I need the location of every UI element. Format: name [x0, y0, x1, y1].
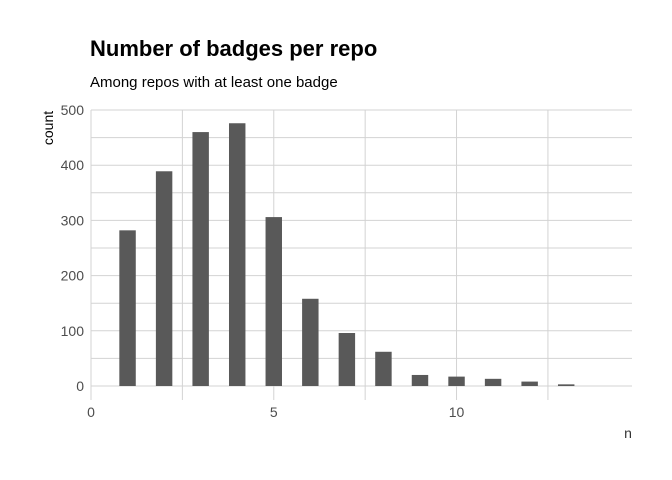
- bar: [557, 384, 575, 386]
- x-tick-label: 0: [87, 404, 95, 420]
- x-tick-label: 5: [270, 404, 278, 420]
- chart-subtitle: Among repos with at least one badge: [90, 74, 338, 91]
- bar: [411, 374, 429, 386]
- bar: [521, 381, 538, 386]
- bars: [119, 123, 575, 387]
- bar: [192, 132, 209, 386]
- x-axis-label: n: [624, 425, 632, 441]
- y-axis-label: count: [40, 111, 56, 145]
- bar: [155, 171, 173, 386]
- bar: [302, 298, 319, 386]
- bar: [375, 351, 392, 386]
- x-tick-label: 10: [449, 404, 465, 420]
- y-tick-label: 300: [61, 212, 85, 228]
- y-tick-label: 200: [61, 268, 85, 284]
- y-tick-label: 100: [61, 323, 85, 339]
- y-tick-label: 0: [76, 378, 84, 394]
- y-tick-label: 400: [61, 157, 85, 173]
- chart-title: Number of badges per repo: [90, 36, 378, 61]
- y-tick-label: 500: [61, 102, 85, 118]
- bar: [448, 376, 465, 386]
- tick-labels: 0 100 200 300 400 500 0 5 10: [61, 102, 465, 420]
- bar: [228, 123, 246, 387]
- bar: [484, 378, 502, 386]
- grid: [90, 109, 632, 400]
- bar: [119, 230, 136, 386]
- bar: [265, 217, 282, 386]
- bar: [338, 333, 356, 386]
